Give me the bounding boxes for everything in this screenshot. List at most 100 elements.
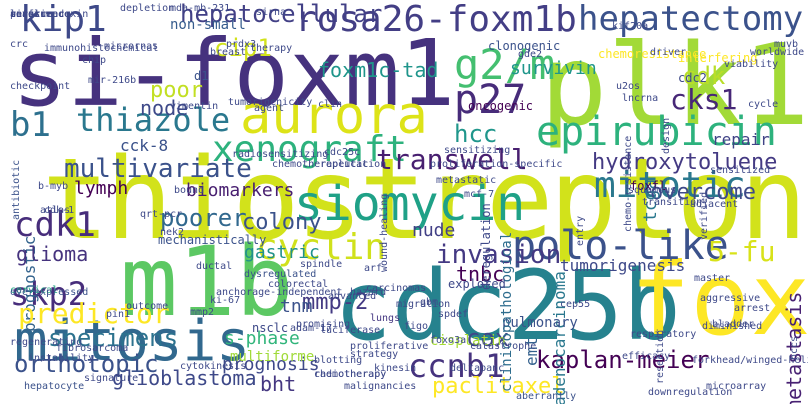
- word-polo-like: polo-like: [512, 223, 729, 269]
- word-senescence: senescence: [10, 9, 71, 20]
- word-bht: bht: [260, 372, 297, 396]
- word-mmp-2: mmp-2: [302, 290, 369, 315]
- word-tumorigenesis: tumorigenesis: [560, 256, 686, 275]
- word-transwell: transwell: [376, 143, 528, 176]
- word-squamous: squamous: [628, 185, 677, 196]
- word-sirna: sirna: [256, 7, 287, 18]
- word-cisplatin: cisplatin: [430, 333, 506, 349]
- word-specimens: specimens: [48, 324, 179, 352]
- word-predictor: predictor: [18, 297, 170, 330]
- word-proliferative: proliferative: [350, 341, 429, 352]
- word-sensitized: sensitized: [710, 165, 771, 176]
- word-entry: entry: [575, 215, 586, 246]
- word-aurora: aurora: [240, 86, 428, 146]
- word-prdx3: prdx3: [226, 39, 257, 50]
- word-fibrosarcoma: fibrosarcoma: [56, 343, 129, 354]
- word-kaplan-meier: kaplan-meier: [536, 346, 710, 374]
- word-invasion: invasion: [436, 240, 562, 270]
- word-antitumor: antitumor: [10, 9, 65, 20]
- word-radiotherapy: radiotherapy: [314, 369, 387, 380]
- word-foxfl: foxfl: [630, 179, 667, 193]
- word-plk1: plk1: [540, 21, 808, 151]
- word-hydroxytoluene: hydroxytoluene: [592, 150, 778, 175]
- word-chemotherapeutic: chemotherapeutic: [272, 159, 369, 170]
- word-diminished: diminished: [702, 321, 763, 332]
- word-therapy: therapy: [250, 43, 293, 54]
- word-antibiotic: antibiotic: [11, 159, 22, 220]
- word-biomarkers: biomarkers: [186, 180, 295, 201]
- word-lncrna: lncrna: [622, 93, 659, 104]
- word-nude: nude: [412, 220, 456, 241]
- word-spdef: spdef: [438, 309, 469, 320]
- word-oncogenic: oncogenic: [468, 99, 534, 113]
- word-outcome: outcome: [126, 301, 169, 312]
- word-master: master: [694, 273, 731, 284]
- word-rosa26-foxm1b: rosa26-foxm1b: [295, 0, 577, 40]
- word-chemotherapy: chemotherapy: [314, 369, 387, 380]
- word-mitosis: mitosis: [14, 309, 251, 374]
- word-checkpoint: checkpoint: [10, 81, 71, 92]
- word-hepatocellular: hepatocellular: [180, 0, 383, 28]
- word-thiazole: thiazole: [76, 101, 231, 139]
- word-adenocarcinoma: adenocarcinoma: [550, 271, 569, 404]
- word-cdc2: cdc2: [678, 71, 707, 85]
- word-orthotopic: orthotopic: [14, 350, 159, 378]
- word-proliferation-specific: proliferation-specific: [430, 159, 563, 170]
- word-cck-8: cck-8: [120, 136, 169, 155]
- word-prognosis: prognosis: [222, 354, 320, 375]
- word-multiforme: multiforme: [230, 349, 315, 365]
- word-mitotic: mitotic: [594, 165, 746, 206]
- word-b1: b1: [10, 105, 51, 145]
- word-poorer: poorer: [160, 204, 247, 232]
- word-worldwide: worldwide: [750, 47, 805, 58]
- word-gastric: gastric: [244, 242, 320, 263]
- word-poor: poor: [150, 78, 203, 103]
- word-bladder: bladder: [712, 319, 755, 330]
- word-adjacent: adjacent: [690, 199, 739, 210]
- word-glioma: glioma: [16, 242, 89, 266]
- word-cyclin: cyclin: [256, 227, 387, 268]
- word-peroxiredoxin: peroxiredoxin: [10, 9, 89, 20]
- word-chemo-resistance: chemo-resistance: [623, 135, 634, 232]
- word-verified: verified: [699, 191, 710, 240]
- word-microarray: microarray: [706, 381, 767, 392]
- word-epirubicin: epirubicin: [536, 109, 777, 155]
- word-ccnb1: ccnb1: [408, 347, 505, 385]
- word-resection: resection: [655, 329, 666, 384]
- word-kif20a: kif20a: [612, 21, 649, 32]
- word-5-fu: 5-fu: [708, 235, 776, 268]
- word-nsclc: nsclc: [252, 321, 289, 335]
- word-multivariate: multivariate: [64, 154, 252, 184]
- word-hepatectomy: hepatectomy: [578, 0, 804, 39]
- word-design: design: [661, 117, 672, 154]
- word-hepatocyte: hepatocyte: [24, 381, 85, 392]
- word-ki-67: ki-67: [210, 295, 241, 306]
- word-hcc: hcc: [454, 120, 498, 148]
- word-interfering: interfering: [678, 51, 758, 65]
- word-metastatic: metastatic: [436, 175, 497, 186]
- word-mmp2: mmp2: [190, 307, 215, 318]
- word-malignancies: malignancies: [344, 381, 417, 392]
- word-m1b: m1b: [120, 226, 294, 338]
- word-cycle: cycle: [748, 99, 779, 110]
- word-radiosensitizing: radiosensitizing: [232, 149, 329, 160]
- word-aberrantly: aberrantly: [516, 391, 577, 402]
- word-lymph: lymph: [74, 178, 129, 199]
- word-cep55: cep55: [560, 299, 591, 310]
- word-rnas: rnas: [10, 9, 35, 20]
- word-signature: signature: [84, 373, 139, 384]
- word-figo: figo: [404, 321, 429, 332]
- word-luciferase: luciferase: [320, 325, 381, 336]
- word-advanced: advanced: [328, 291, 377, 302]
- word-u2os: u2os: [616, 81, 641, 92]
- word-micrornas: micrornas: [104, 41, 159, 52]
- word-cdk-1: cdk-1: [44, 205, 75, 216]
- word-g2-m: g2/m: [454, 40, 556, 89]
- word-clonogenic: clonogenic: [488, 39, 561, 53]
- word-atlas: atlas: [40, 205, 71, 216]
- word-si-foxm1: si-foxm1: [12, 20, 456, 127]
- word-efficacy: efficacy: [622, 351, 671, 362]
- word-cks1: cks1: [670, 83, 738, 116]
- word-fox: fox: [630, 241, 808, 358]
- word-pulmonary: pulmonary: [502, 315, 578, 331]
